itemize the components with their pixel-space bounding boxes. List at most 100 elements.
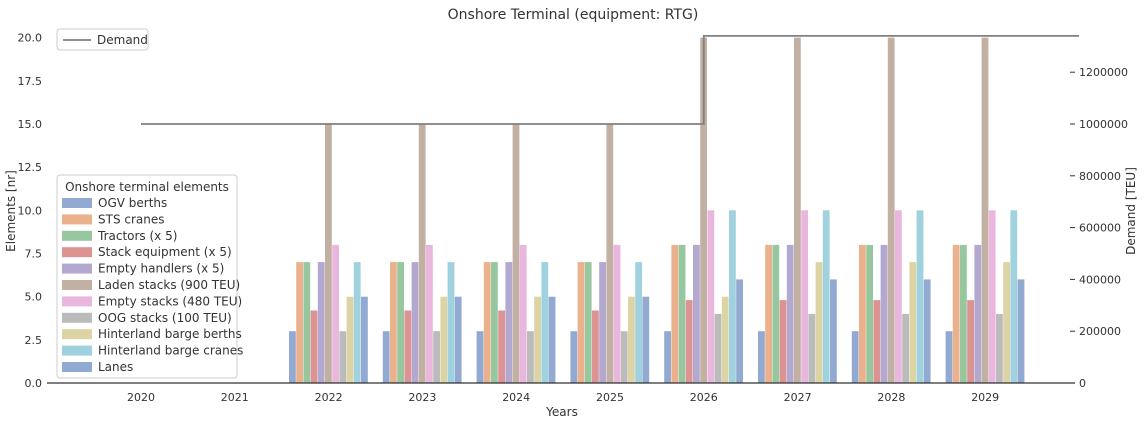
- bar-hinterland-barge-cranes-2026: [729, 210, 736, 383]
- bar-stack-equipment-x-5-2023: [404, 310, 412, 383]
- bar-tractors-x-5-2023: [397, 262, 404, 383]
- bar-ogv-berths-2022: [289, 331, 296, 383]
- y2-tick-label: 0: [1079, 377, 1086, 390]
- x-tick-label: 2025: [596, 391, 624, 404]
- legend-title: Onshore terminal elements: [65, 180, 229, 194]
- bar-sts-cranes-2025: [577, 262, 585, 383]
- x-tick-label: 2024: [502, 391, 530, 404]
- legend-swatch: [62, 280, 92, 290]
- x-tick-label: 2021: [221, 391, 249, 404]
- y-tick-label: 20.0: [18, 32, 43, 45]
- bar-empty-handlers-x-5-2026: [693, 244, 700, 383]
- demand-legend-box: [56, 28, 149, 51]
- bar-ogv-berths-2029: [945, 331, 953, 383]
- bar-lanes-2029: [1017, 279, 1025, 383]
- elements-legend: Onshore terminal elements OGV berths STS …: [56, 174, 243, 379]
- bar-laden-stacks-900-teu-2024: [512, 124, 520, 383]
- bar-hinterland-barge-berths-2024: [534, 296, 541, 383]
- legend-swatch: [62, 198, 92, 208]
- bar-sts-cranes-2028: [859, 244, 866, 383]
- legend-label: Empty handlers (x 5): [98, 262, 224, 276]
- bar-stack-equipment-x-5-2027: [779, 300, 787, 383]
- demand-line: [141, 35, 1079, 125]
- bar-laden-stacks-900-teu-2023: [418, 124, 426, 383]
- bar-empty-stacks-480-teu-2028: [895, 210, 902, 383]
- bar-tractors-x-5-2026: [678, 244, 686, 383]
- bar-oog-stacks-100-teu-2029: [996, 313, 1003, 383]
- x-tick-label: 2027: [784, 391, 812, 404]
- bar-hinterland-barge-cranes-2028: [916, 210, 924, 383]
- bar-ogv-berths-2023: [382, 331, 390, 383]
- bar-tractors-x-5-2029: [960, 244, 967, 383]
- x-tick-label: 2022: [315, 391, 343, 404]
- bar-ogv-berths-2026: [664, 331, 671, 383]
- bar-laden-stacks-900-teu-2029: [981, 37, 989, 383]
- bar-stack-equipment-x-5-2024: [498, 310, 505, 383]
- bar-empty-stacks-480-teu-2026: [707, 210, 715, 383]
- x-axis-label: Years: [545, 405, 578, 419]
- bar-hinterland-barge-berths-2023: [440, 296, 448, 383]
- legend-swatch: [62, 329, 92, 340]
- bar-empty-handlers-x-5-2024: [505, 262, 513, 383]
- legend-items: OGV berths STS cranes Tractors (x 5) Stack …: [62, 196, 243, 374]
- bar-laden-stacks-900-teu-2028: [887, 37, 895, 383]
- bar-tractors-x-5-2024: [491, 262, 498, 383]
- bar-laden-stacks-900-teu-2025: [606, 124, 614, 383]
- y-tick-label: 5.0: [25, 291, 43, 304]
- y2-tick-label: 400000: [1079, 273, 1121, 286]
- bar-empty-stacks-480-teu-2029: [988, 210, 996, 383]
- bar-empty-handlers-x-5-2028: [880, 244, 888, 383]
- bar-hinterland-barge-berths-2022: [346, 296, 354, 383]
- bar-laden-stacks-900-teu-2027: [794, 37, 801, 383]
- bar-ogv-berths-2027: [758, 331, 765, 383]
- x-tick-label: 2023: [408, 391, 436, 404]
- bar-tractors-x-5-2027: [772, 244, 780, 383]
- bar-oog-stacks-100-teu-2027: [808, 313, 816, 383]
- y-tick-label: 7.5: [25, 248, 43, 261]
- bar-ogv-berths-2024: [476, 331, 484, 383]
- x-tick-label: 2028: [877, 391, 905, 404]
- bar-lanes-2026: [736, 279, 743, 383]
- legend-swatch: [62, 230, 92, 241]
- bar-laden-stacks-900-teu-2026: [700, 37, 707, 383]
- bar-empty-handlers-x-5-2023: [411, 262, 419, 383]
- bar-hinterland-barge-cranes-2022: [353, 262, 361, 383]
- bar-oog-stacks-100-teu-2028: [902, 313, 909, 383]
- x-tick-label: 2029: [971, 391, 999, 404]
- demand-legend: Demand: [56, 28, 149, 51]
- bar-stack-equipment-x-5-2029: [967, 300, 974, 383]
- demand-legend-label: Demand: [97, 33, 148, 47]
- bar-empty-stacks-480-teu-2027: [801, 210, 808, 383]
- legend-label: Laden stacks (900 TEU): [98, 278, 240, 292]
- legend-label: Hinterland barge berths: [98, 327, 242, 341]
- bar-tractors-x-5-2028: [866, 244, 873, 383]
- legend-label: Tractors (x 5): [97, 229, 177, 243]
- elements-legend-box: [56, 174, 238, 379]
- bar-empty-stacks-480-teu-2024: [519, 244, 527, 383]
- bar-sts-cranes-2029: [952, 244, 960, 383]
- bar-hinterland-barge-cranes-2029: [1010, 210, 1018, 383]
- bar-lanes-2025: [642, 296, 650, 383]
- chart-title: Onshore Terminal (equipment: RTG): [448, 7, 699, 23]
- y2-tick-label: 1200000: [1079, 66, 1128, 79]
- legend-swatch: [62, 263, 92, 274]
- bars-layer: [289, 37, 1025, 383]
- y-tick-label: 17.5: [18, 75, 43, 88]
- legend-swatch: [62, 362, 92, 372]
- y-axis-label: Elements [nr]: [4, 170, 18, 252]
- bar-hinterland-barge-berths-2026: [721, 296, 729, 383]
- bar-lanes-2028: [923, 279, 931, 383]
- bar-stack-equipment-x-5-2025: [592, 310, 599, 383]
- bar-oog-stacks-100-teu-2023: [433, 331, 440, 383]
- y-tick-label: 12.5: [18, 161, 43, 174]
- bar-hinterland-barge-berths-2027: [815, 262, 823, 383]
- y2-tick-label: 800000: [1079, 170, 1121, 183]
- bar-oog-stacks-100-teu-2022: [339, 331, 347, 383]
- bar-empty-stacks-480-teu-2023: [426, 244, 433, 383]
- bar-oog-stacks-100-teu-2025: [620, 331, 628, 383]
- bar-hinterland-barge-cranes-2025: [635, 262, 642, 383]
- legend-label: Stack equipment (x 5): [98, 245, 232, 259]
- legend-swatch: [62, 214, 92, 225]
- legend-swatch: [62, 345, 92, 356]
